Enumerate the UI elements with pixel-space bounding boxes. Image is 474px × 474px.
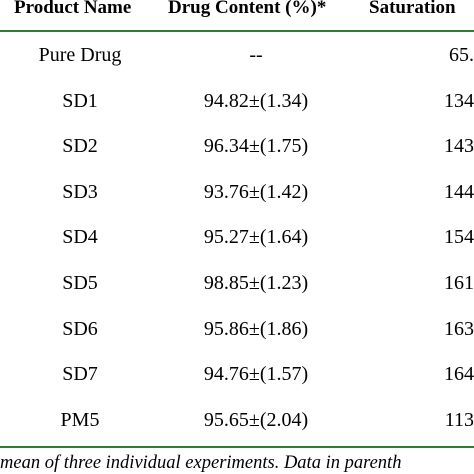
cell-product-name: SD2 (62, 135, 98, 157)
cell-saturation: 154 (444, 226, 474, 248)
column-header-product-name: Product Name (14, 0, 132, 18)
cell-drug-content: 93.76±(1.42) (203, 181, 309, 203)
cell-saturation: 164 (444, 363, 474, 385)
cell-saturation: 134 (444, 90, 474, 112)
cell-product-name: Pure Drug (38, 44, 122, 66)
cell-saturation: 161 (444, 272, 474, 294)
column-header-saturation: Saturation (369, 0, 456, 18)
cell-product-name: SD7 (62, 363, 98, 385)
cell-drug-content: 94.82±(1.34) (203, 90, 309, 112)
cell-saturation: 163 (444, 318, 474, 340)
cell-product-name: SD3 (62, 181, 98, 203)
cell-product-name: PM5 (60, 409, 100, 431)
footer-rule (0, 446, 474, 448)
cell-drug-content: 95.86±(1.86) (203, 318, 309, 340)
cell-drug-content: 95.65±(2.04) (203, 409, 309, 431)
cell-saturation: 113 (444, 409, 474, 431)
cell-saturation: 144 (444, 181, 474, 203)
cell-drug-content: 96.34±(1.75) (203, 135, 309, 157)
cell-drug-content: 94.76±(1.57) (203, 363, 309, 385)
cell-product-name: SD6 (62, 318, 98, 340)
cell-saturation: 65. (449, 44, 474, 66)
cell-drug-content: -- (249, 44, 263, 66)
cell-drug-content: 98.85±(1.23) (203, 272, 309, 294)
cell-product-name: SD5 (62, 272, 98, 294)
cell-product-name: SD1 (62, 90, 98, 112)
cell-drug-content: 95.27±(1.64) (203, 226, 309, 248)
header-rule (0, 30, 474, 32)
column-header-drug-content: Drug Content (%)* (168, 0, 327, 18)
cell-product-name: SD4 (62, 226, 98, 248)
cell-saturation: 143 (444, 135, 474, 157)
table-footnote: mean of three individual experiments. Da… (0, 453, 402, 473)
